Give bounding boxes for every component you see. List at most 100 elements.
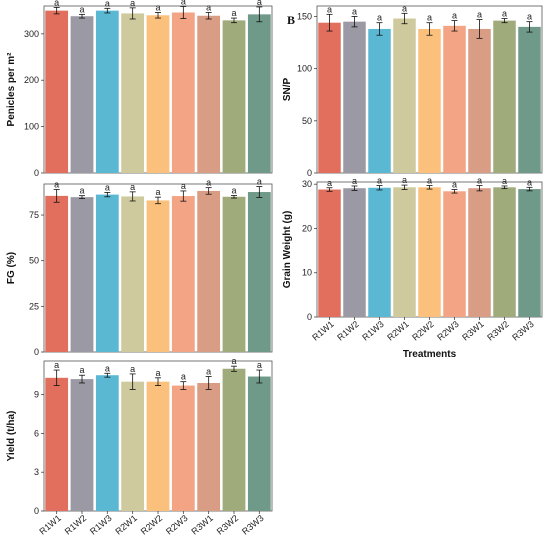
y-axis-title: Yield (t/ha) [6,411,17,462]
y-tick-label: 100 [297,64,312,74]
x-tick-label: R1W1 [310,319,336,343]
bar [197,190,221,352]
significance-label: a [257,360,262,370]
significance-label: a [231,356,236,366]
significance-label: a [327,178,332,188]
bar [70,16,94,174]
y-tick-label: 300 [24,29,39,39]
y-tick-label: 50 [302,116,312,126]
x-tick-label: R3W3 [240,513,266,537]
x-tick-label: R1W3 [360,319,386,343]
y-tick-label: 6 [34,428,39,438]
significance-label: a [231,186,236,196]
bar [468,188,491,317]
y-tick-label: 0 [34,506,39,516]
y-tick-label: 50 [29,256,39,266]
bar [171,12,195,173]
panel-sn-p: 0 50 100 150 SN/P Ba a a a a a a a a [282,3,543,178]
y-axis-title: Penicles per m² [6,52,17,127]
significance-label: a [206,2,211,12]
significance-label: a [502,176,507,186]
y-tick-label: 150 [297,11,312,21]
y-tick-label: 10 [302,268,312,278]
significance-label: a [477,10,482,20]
bar [95,194,119,352]
bar [318,189,341,317]
x-tick-label: R3W1 [460,319,486,343]
bar [493,20,516,173]
x-tick-label: R2W2 [410,319,436,343]
significance-label: a [427,176,432,186]
bar [222,196,246,352]
x-tick-label: R2W2 [139,513,165,537]
bar [121,13,145,173]
significance-label: a [527,177,532,187]
panel-grain-weight: 0 10 20 30 Grain Weight (g) a R1W1 a R1W2 a R1W3 a R… [282,175,543,360]
significance-label: a [130,364,135,374]
bar [70,379,94,511]
y-tick-label: 100 [24,122,39,132]
bar [95,10,119,174]
x-tick-label: R1W1 [37,513,63,537]
y-tick-label: 3 [34,467,39,477]
significance-label: a [105,0,110,8]
bar [247,192,271,352]
significance-label: a [54,179,59,189]
x-tick-label: R1W2 [63,513,89,537]
panel-penicles: 0 100 200 300 Penicles per m² a a a a a a a a a [6,0,273,178]
significance-label: a [352,6,357,16]
x-tick-label: R3W2 [485,319,511,343]
y-tick-label: 20 [302,223,312,233]
bar [247,14,271,173]
significance-label: a [79,186,84,196]
y-tick-label: 0 [34,168,39,178]
bar [393,187,416,317]
x-axis-title: Treatments [403,349,457,360]
significance-label: a [452,11,457,21]
significance-label: a [352,176,357,186]
significance-label: a [181,181,186,191]
bar [318,22,341,174]
significance-label: a [54,360,59,370]
significance-label: a [402,3,407,13]
y-tick-label: 0 [307,312,312,322]
significance-label: a [105,182,110,192]
significance-label: a [206,367,211,377]
y-axis-title: Grain Weight (g) [282,211,293,289]
bar [443,25,466,173]
significance-label: a [181,0,186,6]
x-tick-label: R3W1 [189,513,215,537]
significance-label: a [79,365,84,375]
y-tick-label: 75 [29,210,39,220]
significance-label: a [105,363,110,373]
significance-label: a [130,182,135,192]
y-axis-title: FG (%) [6,252,17,284]
y-tick-label: 25 [29,301,39,311]
x-tick-label: R3W3 [510,319,536,343]
significance-label: a [231,8,236,18]
significance-label: a [452,180,457,190]
y-tick-label: 9 [34,390,39,400]
bar [418,187,441,317]
significance-label: a [527,12,532,22]
significance-label: a [79,4,84,14]
bar [45,377,69,511]
bar [171,196,195,352]
x-tick-label: R2W3 [435,319,461,343]
significance-label: a [155,2,160,12]
bar [518,26,541,173]
bar [171,385,195,511]
bar [45,10,69,174]
x-tick-label: R2W1 [385,319,411,343]
significance-label: a [257,177,262,187]
significance-label: a [377,176,382,186]
significance-label: a [477,176,482,186]
y-tick-label: 0 [307,168,312,178]
y-tick-label: 200 [24,75,39,85]
bar [121,381,145,511]
bar [418,28,441,174]
bar [45,195,69,352]
bar [222,20,246,174]
bar [197,15,221,173]
panel-yield: 0 3 6 9 Yield (t/ha) a R1W1 a R1W2 a R1W3 a R2W1 a R2W… [6,356,273,537]
